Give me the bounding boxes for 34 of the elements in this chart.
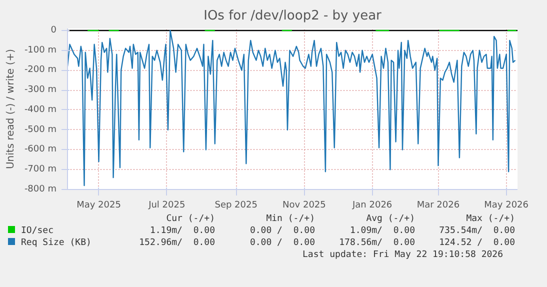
- y-tick-label: -500 m: [24, 124, 57, 135]
- y-tick-label: -800 m: [24, 184, 57, 194]
- y-tick-label: -700 m: [24, 164, 57, 175]
- y-tick-label: -600 m: [24, 144, 57, 155]
- text: Last update: Fri May 22 19:10:58 2026: [302, 249, 504, 261]
- x-tick-label: May 2025: [76, 200, 121, 210]
- line-series: [68, 30, 516, 186]
- x-tick-label: May 2026: [484, 200, 529, 210]
- x-tick-label: Nov 2025: [282, 200, 326, 210]
- text: 0.00 / 0.00: [248, 225, 315, 237]
- x-tick-label: Jul 2025: [148, 200, 186, 210]
- x-tick-label: Jan 2026: [352, 200, 392, 210]
- text: Avg (-/+): [365, 213, 415, 225]
- y-tick-label: -100 m: [24, 45, 57, 56]
- text: 0.00 / 0.00: [248, 237, 315, 249]
- text: 124.52 / 0.00: [438, 237, 515, 249]
- y-tick-label: -200 m: [24, 65, 57, 76]
- y-tick-label: 0: [50, 25, 57, 36]
- y-tick-label: -300 m: [24, 85, 57, 96]
- y-tick-label: -400 m: [24, 104, 57, 115]
- legend-label: Req Size (KB): [20, 237, 92, 249]
- x-tick-label: Mar 2026: [416, 200, 460, 210]
- text: Min (-/+): [265, 213, 315, 225]
- chart-title: IOs for /dev/loop2 - by year: [204, 8, 382, 24]
- text: 1.19m/ 0.00: [148, 225, 215, 237]
- text: 1.09m/ 0.00: [348, 225, 415, 237]
- text: 178.56m/ 0.00: [338, 237, 415, 249]
- text: 735.54m/ 0.00: [438, 225, 515, 237]
- text: 152.96m/ 0.00: [138, 237, 215, 249]
- text: Max (-/+): [465, 213, 515, 225]
- text: Cur (-/+): [165, 213, 215, 225]
- legend-label: IO/sec: [20, 225, 55, 237]
- y-axis-title: Units read (-) / write (+): [5, 48, 16, 170]
- x-tick-label: Sep 2025: [214, 200, 258, 210]
